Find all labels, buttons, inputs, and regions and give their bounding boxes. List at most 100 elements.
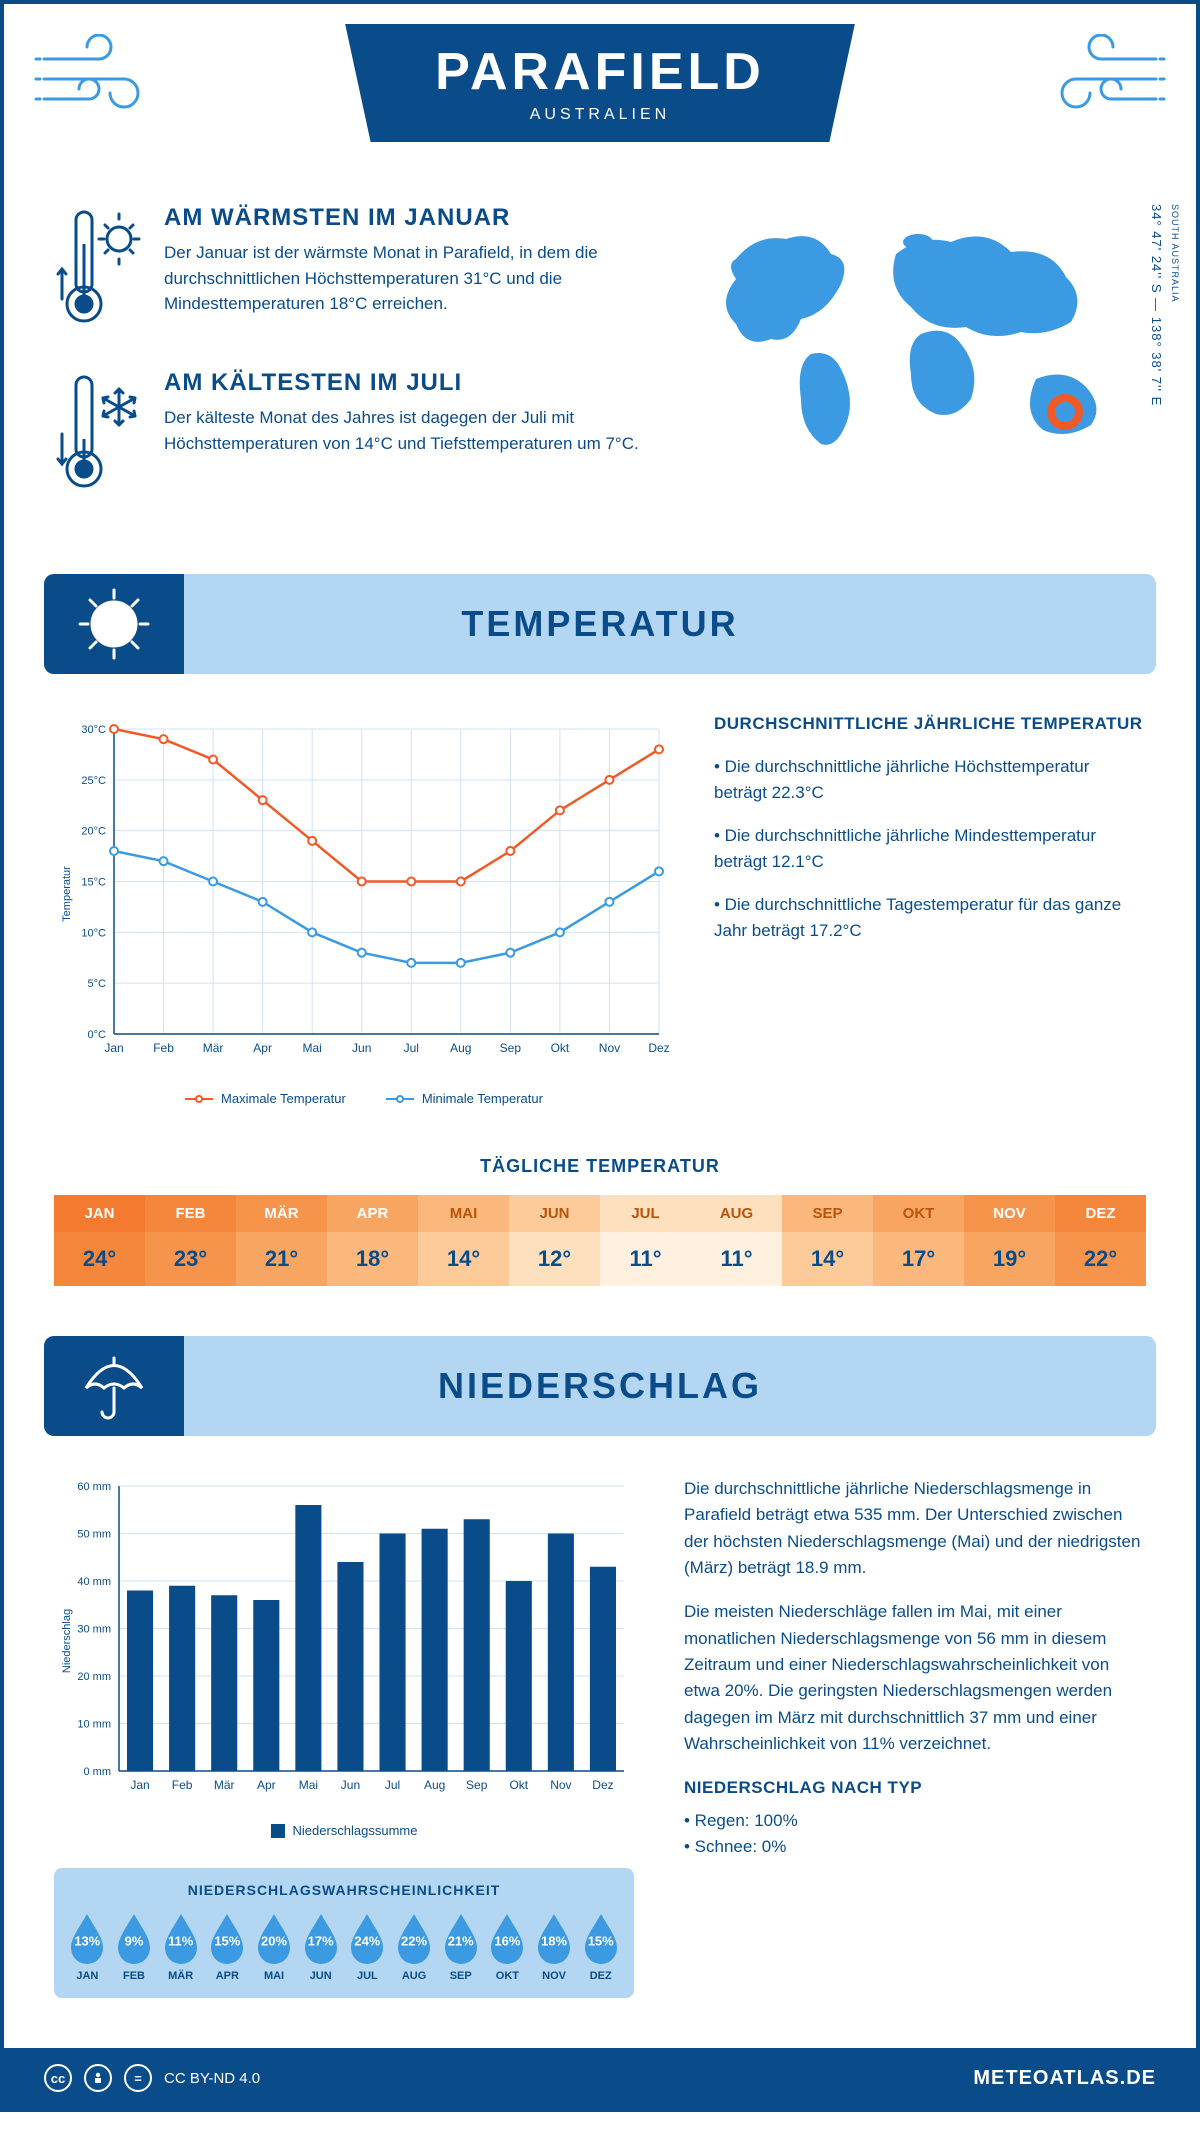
- daily-col: DEZ22°: [1055, 1195, 1146, 1286]
- temp-info-b2: • Die durchschnittliche jährliche Mindes…: [714, 823, 1146, 874]
- svg-text:Okt: Okt: [551, 1041, 570, 1055]
- svg-text:Jan: Jan: [130, 1778, 149, 1792]
- world-map-svg: [696, 204, 1146, 464]
- prob-col: 21%SEP: [437, 1912, 484, 1982]
- daily-col: JAN24°: [54, 1195, 145, 1286]
- legend-min-label: Minimale Temperatur: [422, 1091, 543, 1106]
- precip-type-snow: • Schnee: 0%: [684, 1834, 1146, 1860]
- daily-col: SEP14°: [782, 1195, 873, 1286]
- temperature-title: TEMPERATUR: [461, 603, 738, 645]
- svg-text:Okt: Okt: [509, 1778, 528, 1792]
- svg-text:Temperatur: Temperatur: [61, 866, 73, 922]
- page-subtitle: AUSTRALIEN: [435, 106, 765, 124]
- cc-icon: cc: [44, 2064, 72, 2092]
- daily-col: OKT17°: [873, 1195, 964, 1286]
- warmest-block: AM WÄRMSTEN IM JANUAR Der Januar ist der…: [54, 204, 656, 339]
- svg-text:20°C: 20°C: [81, 826, 106, 838]
- precip-prob-row: 13%JAN9%FEB11%MÄR15%APR20%MAI17%JUN24%JU…: [64, 1912, 624, 1982]
- license-block: cc = CC BY-ND 4.0: [44, 2064, 260, 2092]
- svg-text:Jun: Jun: [352, 1041, 371, 1055]
- warmest-text: AM WÄRMSTEN IM JANUAR Der Januar ist der…: [164, 204, 656, 339]
- legend-max-label: Maximale Temperatur: [221, 1091, 346, 1106]
- wind-icon: [34, 34, 164, 124]
- svg-text:30 mm: 30 mm: [77, 1624, 111, 1636]
- svg-text:30°C: 30°C: [81, 724, 106, 736]
- daily-temperature-table: JAN24°FEB23°MÄR21°APR18°MAI14°JUN12°JUL1…: [54, 1195, 1146, 1286]
- precipitation-body: 0 mm10 mm20 mm30 mm40 mm50 mm60 mmNieder…: [4, 1436, 1196, 2028]
- warmest-body: Der Januar ist der wärmste Monat in Para…: [164, 240, 656, 317]
- svg-text:Feb: Feb: [172, 1778, 193, 1792]
- precipitation-left: 0 mm10 mm20 mm30 mm40 mm50 mm60 mmNieder…: [54, 1476, 634, 1998]
- daily-col: FEB23°: [145, 1195, 236, 1286]
- intro-text-column: AM WÄRMSTEN IM JANUAR Der Januar ist der…: [54, 204, 656, 534]
- svg-text:Nov: Nov: [599, 1041, 620, 1055]
- license-text: CC BY-ND 4.0: [164, 2070, 260, 2087]
- svg-text:10°C: 10°C: [81, 927, 106, 939]
- svg-text:Mai: Mai: [299, 1778, 318, 1792]
- daily-col: JUN12°: [509, 1195, 600, 1286]
- svg-text:Apr: Apr: [257, 1778, 276, 1792]
- svg-text:Aug: Aug: [424, 1778, 445, 1792]
- temperature-section-header: TEMPERATUR: [44, 574, 1156, 674]
- precip-probability-box: NIEDERSCHLAGSWAHRSCHEINLICHKEIT 13%JAN9%…: [54, 1868, 634, 1998]
- precip-type-title: NIEDERSCHLAG NACH TYP: [684, 1775, 1146, 1801]
- svg-text:Sep: Sep: [500, 1041, 522, 1055]
- coldest-block: AM KÄLTESTEN IM JULI Der kälteste Monat …: [54, 369, 656, 504]
- daily-col: NOV19°: [964, 1195, 1055, 1286]
- nd-icon: =: [124, 2064, 152, 2092]
- svg-text:Jul: Jul: [385, 1778, 400, 1792]
- precip-para-1: Die durchschnittliche jährliche Niedersc…: [684, 1476, 1146, 1581]
- temperature-body: 0°C5°C10°C15°C20°C25°C30°CJanFebMärAprMa…: [4, 674, 1196, 1136]
- precip-para-2: Die meisten Niederschläge fallen im Mai,…: [684, 1599, 1146, 1757]
- wind-icon: [1036, 34, 1166, 124]
- prob-col: 18%NOV: [531, 1912, 578, 1982]
- legend-min: Minimale Temperatur: [386, 1091, 543, 1106]
- svg-text:0°C: 0°C: [88, 1029, 107, 1041]
- coldest-text: AM KÄLTESTEN IM JULI Der kälteste Monat …: [164, 369, 656, 504]
- precip-legend-label: Niederschlagssumme: [293, 1823, 418, 1838]
- svg-text:Mär: Mär: [203, 1041, 224, 1055]
- temperature-line-chart: 0°C5°C10°C15°C20°C25°C30°CJanFebMärAprMa…: [54, 714, 674, 1074]
- precipitation-title: NIEDERSCHLAG: [438, 1365, 762, 1407]
- sun-icon: [44, 574, 184, 674]
- svg-text:Feb: Feb: [153, 1041, 174, 1055]
- precip-legend-item: Niederschlagssumme: [271, 1823, 418, 1838]
- daily-col: JUL11°: [600, 1195, 691, 1286]
- prob-col: 13%JAN: [64, 1912, 111, 1982]
- daily-col: APR18°: [327, 1195, 418, 1286]
- infographic-page: PARAFIELD AUSTRALIEN AM WÄR: [0, 0, 1200, 2112]
- coldest-title: AM KÄLTESTEN IM JULI: [164, 369, 656, 397]
- svg-text:Mär: Mär: [214, 1778, 235, 1792]
- prob-col: 24%JUL: [344, 1912, 391, 1982]
- precip-type-rain: • Regen: 100%: [684, 1808, 1146, 1834]
- precip-legend: Niederschlagssumme: [54, 1823, 634, 1838]
- svg-text:Jul: Jul: [404, 1041, 419, 1055]
- svg-text:60 mm: 60 mm: [77, 1481, 111, 1493]
- svg-text:Niederschlag: Niederschlag: [61, 1609, 73, 1673]
- prob-col: 11%MÄR: [157, 1912, 204, 1982]
- daily-col: MAI14°: [418, 1195, 509, 1286]
- intro-row: AM WÄRMSTEN IM JANUAR Der Januar ist der…: [4, 184, 1196, 574]
- svg-text:5°C: 5°C: [88, 978, 107, 990]
- prob-col: 20%MAI: [251, 1912, 298, 1982]
- temperature-legend: Maximale Temperatur Minimale Temperatur: [54, 1091, 674, 1106]
- svg-text:10 mm: 10 mm: [77, 1719, 111, 1731]
- svg-text:Mai: Mai: [303, 1041, 322, 1055]
- daily-col: AUG11°: [691, 1195, 782, 1286]
- svg-text:Jun: Jun: [341, 1778, 360, 1792]
- title-banner: PARAFIELD AUSTRALIEN: [345, 24, 855, 142]
- svg-text:Apr: Apr: [253, 1041, 272, 1055]
- prob-col: 15%DEZ: [577, 1912, 624, 1982]
- precipitation-text: Die durchschnittliche jährliche Niedersc…: [684, 1476, 1146, 1998]
- svg-text:Nov: Nov: [550, 1778, 571, 1792]
- world-map: 34° 47' 24'' S — 138° 38' 7'' E SOUTH AU…: [696, 204, 1146, 534]
- header: PARAFIELD AUSTRALIEN: [4, 4, 1196, 184]
- site-name: METEOATLAS.DE: [973, 2067, 1156, 2090]
- svg-text:Dez: Dez: [648, 1041, 669, 1055]
- region-label: SOUTH AUSTRALIA: [1170, 204, 1180, 303]
- prob-col: 22%AUG: [391, 1912, 438, 1982]
- thermometer-sun-icon: [54, 204, 144, 339]
- svg-text:Jan: Jan: [104, 1041, 123, 1055]
- footer: cc = CC BY-ND 4.0 METEOATLAS.DE: [4, 2048, 1196, 2108]
- prob-col: 17%JUN: [297, 1912, 344, 1982]
